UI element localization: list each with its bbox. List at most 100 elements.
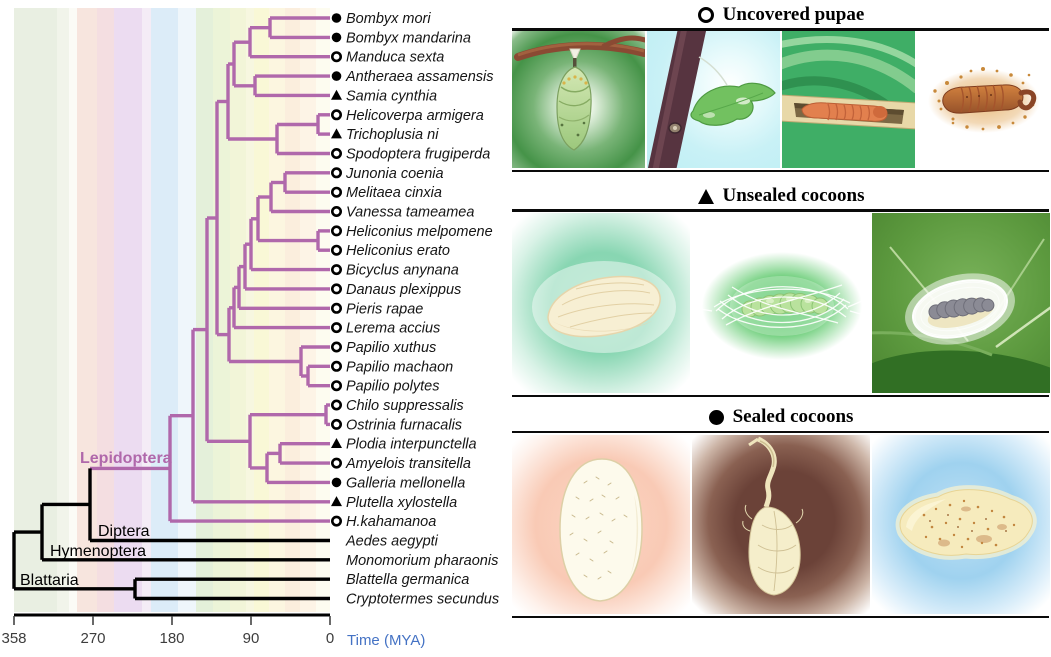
species-label: Heliconius melpomene — [346, 224, 493, 240]
species-label: Papilio polytes — [346, 379, 440, 395]
filled-triangle-icon — [697, 188, 714, 204]
uncovered-pupa-symbol — [330, 380, 342, 392]
clade-label: Blattaria — [20, 572, 79, 589]
sealed-cocoon-symbol — [331, 32, 342, 43]
species-label: Bicyclus anynana — [346, 263, 459, 279]
axis-tick-label: 90 — [243, 630, 260, 647]
uncovered-pupa-symbol — [330, 264, 342, 276]
era-band — [316, 8, 330, 612]
species-label: Papilio machaon — [346, 359, 453, 375]
species-label: Amyelois transitella — [345, 456, 471, 472]
illustration-girdled-pupa — [647, 31, 780, 168]
era-band — [254, 8, 269, 612]
uncovered-pupa-symbol — [330, 186, 342, 198]
illustration-stem-borer-pupa — [782, 31, 915, 168]
filled-circle-icon — [708, 409, 724, 425]
axis-tick-label: 358 — [1, 630, 26, 647]
divider — [512, 615, 1049, 619]
era-band — [114, 8, 142, 612]
uncovered-pupa-symbol — [330, 51, 342, 63]
species-label: Vanessa tameamea — [346, 205, 474, 221]
soil-pupa-drawing — [928, 67, 1040, 133]
uncovered-pupa-symbol — [330, 399, 342, 411]
species-label: Pieris rapae — [346, 301, 423, 317]
illustration-oval-cocoon — [512, 435, 690, 614]
speckled-cocoon-drawing — [895, 485, 1037, 560]
illustration-soil-pupa — [917, 31, 1050, 168]
stem-pupa-drawing — [782, 35, 915, 130]
chrysalis-drawing — [514, 35, 645, 151]
divider — [512, 169, 1049, 173]
stalked-cocoon-drawing — [742, 436, 804, 596]
species-label: Junonia coenia — [345, 166, 444, 182]
panel-header-uncovered-pupae: Uncovered pupae — [512, 2, 1050, 28]
oval-cocoon-drawing — [559, 458, 643, 602]
panel-title: Uncovered pupae — [722, 4, 865, 25]
uncovered-pupa-symbol — [330, 515, 342, 527]
panel-title: Sealed cocoons — [732, 406, 854, 427]
species-label: Spodoptera frugiperda — [346, 147, 490, 163]
clade-label: Lepidoptera — [80, 450, 172, 467]
species-label: Danaus plexippus — [346, 282, 461, 298]
girdled-pupa-drawing — [647, 31, 776, 168]
sealed-cocoon-symbol — [331, 71, 342, 81]
era-band — [14, 8, 57, 612]
clade-label: Diptera — [98, 523, 150, 540]
era-band — [97, 8, 114, 612]
species-label: Melitaea cinxia — [346, 185, 442, 201]
divider — [512, 394, 1049, 398]
species-label: Cryptotermes secundus — [346, 592, 499, 608]
phylogenetic-tree: Bombyx mori Bombyx mandarina Manduca sexta… — [1, 8, 499, 649]
open-circle-icon — [697, 7, 714, 23]
panel-header-unsealed-cocoons: Unsealed cocoons — [512, 183, 1050, 209]
illustration-loose-silk-cocoon — [512, 213, 690, 393]
era-band — [246, 8, 254, 612]
unsealed-cocoon-symbol — [331, 496, 342, 507]
species-label: Samia cynthia — [346, 88, 437, 104]
era-band — [151, 8, 178, 612]
era-band — [196, 8, 213, 612]
species-label: Galleria mellonella — [346, 475, 465, 491]
mesh-cocoon-drawing — [699, 252, 865, 360]
illustration-translucent-cocoon — [872, 213, 1050, 393]
panel-title: Unsealed cocoons — [722, 185, 865, 206]
species-label: Plutella xylostella — [346, 495, 457, 511]
species-label: Aedes aegypti — [345, 534, 439, 550]
uncovered-pupa-symbol — [330, 109, 342, 121]
uncovered-pupa-symbol — [330, 360, 342, 372]
species-label: Manduca sexta — [346, 50, 444, 66]
loose-cocoon-drawing — [532, 261, 676, 353]
uncovered-pupa-symbol — [330, 302, 342, 314]
species-label: Papilio xuthus — [346, 340, 436, 356]
uncovered-pupa-symbol — [330, 244, 342, 256]
species-label: Bombyx mori — [346, 11, 431, 27]
uncovered-pupa-symbol — [330, 418, 342, 430]
unsealed-cocoon-symbol — [331, 438, 342, 448]
species-label: Monomorium pharaonis — [346, 553, 498, 569]
divider — [512, 430, 1049, 434]
uncovered-pupa-symbol — [330, 206, 342, 218]
clade-label: Hymenoptera — [50, 543, 146, 560]
era-band — [300, 8, 316, 612]
axis-caption: Time (MYA) — [347, 632, 425, 649]
uncovered-pupa-symbol — [330, 225, 342, 237]
illustration-speckled-cocoon — [872, 435, 1050, 614]
species-label: Helicoverpa armigera — [346, 108, 484, 124]
species-label: Lerema accius — [346, 321, 440, 337]
species-label: Chilo suppressalis — [346, 398, 464, 414]
uncovered-pupa-symbol — [330, 341, 342, 353]
species-label: Heliconius erato — [346, 243, 450, 259]
uncovered-pupa-symbol — [330, 457, 342, 469]
uncovered-pupa-symbol — [330, 148, 342, 160]
illustration-hanging-chrysalis — [512, 31, 645, 168]
axis-tick-label: 270 — [80, 630, 105, 647]
species-label: Bombyx mandarina — [346, 30, 471, 46]
uncovered-pupa-symbol — [330, 283, 342, 295]
species-label: Blattella germanica — [346, 572, 469, 588]
unsealed-cocoon-symbol — [331, 89, 342, 100]
uncovered-pupa-symbol — [330, 322, 342, 334]
illustration-mesh-cocoon — [692, 213, 870, 393]
axis-tick-label: 180 — [159, 630, 184, 647]
sealed-cocoon-symbol — [331, 477, 342, 488]
